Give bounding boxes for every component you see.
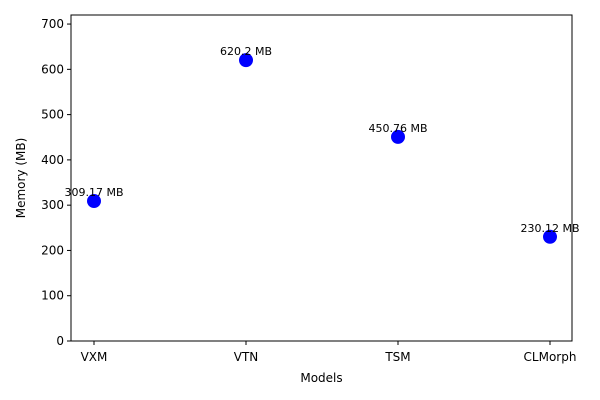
data-label: 309.17 MB — [64, 186, 123, 199]
data-label: 230.12 MB — [520, 222, 579, 235]
data-point — [87, 194, 101, 209]
y-tick-label: 300 — [41, 198, 64, 212]
data-label: 620.2 MB — [220, 45, 272, 58]
y-tick-label: 100 — [41, 289, 64, 303]
y-tick-label: 400 — [41, 153, 64, 167]
data-labels: 309.17 MB 620.2 MB 450.76 MB 230.12 MB — [64, 45, 579, 235]
x-tick-label: TSM — [384, 350, 410, 364]
plot-area — [70, 14, 573, 342]
y-tick-label: 500 — [41, 108, 64, 122]
x-tick-label: VTN — [234, 350, 259, 364]
data-point — [391, 129, 405, 144]
x-tick-label: VXM — [81, 350, 108, 364]
x-axis-title: Models — [300, 371, 342, 385]
y-tick-label: 200 — [41, 243, 64, 257]
data-label: 450.76 MB — [368, 122, 427, 135]
x-tick-label: CLMorph — [524, 350, 577, 364]
y-tick-label: 0 — [56, 334, 64, 348]
y-axis-title: Memory (MB) — [14, 138, 28, 219]
y-tick-label: 600 — [41, 62, 64, 76]
data-point — [239, 53, 253, 68]
y-axis-ticks: 0 100 200 300 400 500 600 700 — [41, 17, 71, 348]
data-points — [87, 53, 557, 244]
data-point — [543, 229, 557, 244]
y-tick-label: 700 — [41, 17, 64, 31]
x-axis-ticks: VXM VTN TSM CLMorph — [81, 341, 577, 364]
